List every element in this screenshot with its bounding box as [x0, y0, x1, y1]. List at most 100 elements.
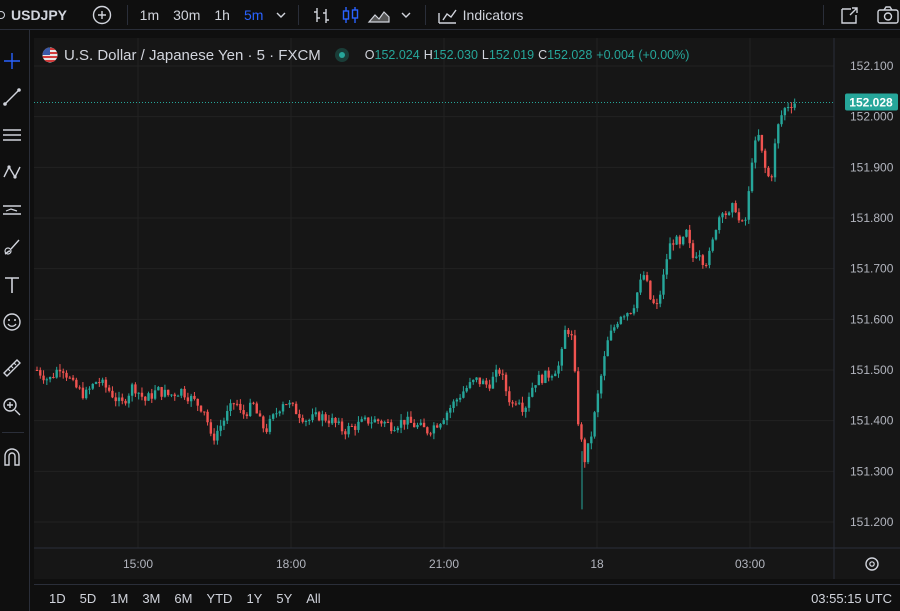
brush-tool[interactable]: [0, 232, 24, 262]
candle-body: [747, 191, 750, 220]
candle-body: [495, 369, 498, 377]
candle-body: [655, 303, 659, 305]
fullscreen-icon[interactable]: [838, 4, 860, 26]
zoom-tool[interactable]: [0, 392, 24, 422]
candle-body: [514, 403, 518, 405]
settings-gear-icon[interactable]: [865, 557, 879, 571]
candle-body: [39, 370, 42, 376]
candle-body: [708, 250, 711, 266]
candle-body: [511, 402, 514, 404]
candle-body: [642, 275, 645, 280]
candle-body: [281, 404, 285, 412]
candle-body: [288, 402, 291, 405]
candle-body: [52, 376, 55, 378]
candle-body: [301, 417, 304, 422]
candle-body: [360, 419, 363, 422]
measure-tool[interactable]: [0, 353, 24, 383]
price-tick-label: 151.500: [850, 363, 894, 377]
candle-body: [48, 376, 52, 380]
candle-body: [334, 417, 337, 423]
candle-body: [311, 414, 314, 421]
candle-body: [449, 407, 452, 413]
candle-body: [498, 369, 501, 374]
zoom-in-icon: [3, 398, 21, 416]
price-tick-label: 151.700: [850, 262, 894, 276]
candle-body: [275, 413, 278, 415]
candle-body: [357, 421, 360, 430]
chart-legend: U.S. Dollar / Japanese Yen · 5 · FXCM O1…: [42, 44, 689, 66]
text-tool[interactable]: [0, 270, 24, 300]
range-ytd[interactable]: YTD: [206, 590, 233, 606]
crosshair-tool[interactable]: [0, 46, 24, 76]
forecast-tool[interactable]: [0, 195, 24, 225]
candle-body: [557, 365, 560, 374]
candle-body: [580, 424, 583, 440]
area-chart-type-icon[interactable]: [367, 4, 391, 26]
utc-clock[interactable]: 03:55:15 UTC: [811, 591, 892, 606]
range-1m[interactable]: 1M: [110, 590, 129, 606]
chevron-down-icon[interactable]: [272, 6, 290, 24]
interval-30m[interactable]: 30m: [173, 6, 201, 23]
candle-body: [649, 280, 652, 300]
candle-body: [435, 425, 439, 428]
candle-body: [458, 397, 462, 400]
candle-body: [639, 279, 642, 293]
candle-body: [573, 335, 577, 372]
candle-body: [399, 419, 403, 428]
candle-body: [363, 417, 367, 420]
range-5d[interactable]: 5D: [79, 590, 97, 606]
candle-body: [790, 107, 793, 109]
candles-chart-type-icon[interactable]: [339, 4, 361, 26]
bar-chart-type-icon[interactable]: [311, 4, 333, 26]
fib-tool[interactable]: [0, 120, 24, 150]
candle-body: [189, 395, 193, 402]
candle-body: [94, 382, 98, 384]
pattern-tool[interactable]: [0, 157, 24, 187]
candle-body: [390, 422, 393, 432]
candle-body: [786, 107, 790, 109]
time-tick-label: 18: [590, 557, 604, 571]
candle-body: [455, 399, 459, 402]
candle-body: [491, 376, 495, 389]
candle-body: [386, 421, 390, 423]
ohlc-open: O152.024: [364, 48, 420, 62]
candle-body: [75, 379, 78, 388]
range-1y[interactable]: 1Y: [246, 590, 263, 606]
range-3m[interactable]: 3M: [142, 590, 161, 606]
time-tick-label: 21:00: [429, 557, 459, 571]
indicators-button[interactable]: Indicators: [436, 0, 523, 30]
range-1d[interactable]: 1D: [49, 590, 66, 606]
candle-body: [206, 411, 209, 423]
last-price-label: 152.028: [849, 95, 893, 109]
interval-1m[interactable]: 1m: [139, 6, 160, 23]
camera-icon[interactable]: [876, 4, 900, 26]
interval-5m[interactable]: 5m: [243, 6, 264, 23]
interval-1h[interactable]: 1h: [214, 6, 230, 23]
candle-body: [153, 390, 157, 399]
crosshair-icon: [4, 53, 20, 69]
symbol-search[interactable]: USDJPY: [0, 0, 67, 30]
candle-body: [265, 428, 268, 432]
symbol-title[interactable]: U.S. Dollar / Japanese Yen · 5 · FXCM: [64, 46, 321, 64]
range-all[interactable]: All: [306, 590, 321, 606]
candle-body: [314, 412, 317, 415]
candle-body: [554, 373, 557, 377]
range-5y[interactable]: 5Y: [276, 590, 293, 606]
candle-body: [488, 384, 491, 389]
trendline-tool[interactable]: [0, 82, 24, 112]
candle-body: [517, 402, 521, 404]
candle-body: [481, 380, 485, 385]
candle-body: [432, 425, 436, 434]
price-chart[interactable]: 152.100 152.000 151.900 151.800 151.700 151.6…: [34, 38, 900, 579]
compare-button[interactable]: [91, 0, 113, 30]
brush-icon: [4, 239, 20, 255]
chevron-down-icon[interactable]: [397, 6, 415, 24]
magnet-tool[interactable]: [0, 442, 24, 472]
range-6m[interactable]: 6M: [174, 590, 193, 606]
candle-body: [724, 213, 727, 215]
candle-body: [560, 348, 563, 366]
market-status-icon[interactable]: [334, 48, 349, 62]
candle-body: [308, 420, 311, 422]
candle-body: [721, 213, 724, 218]
icon-tool[interactable]: [0, 307, 24, 337]
